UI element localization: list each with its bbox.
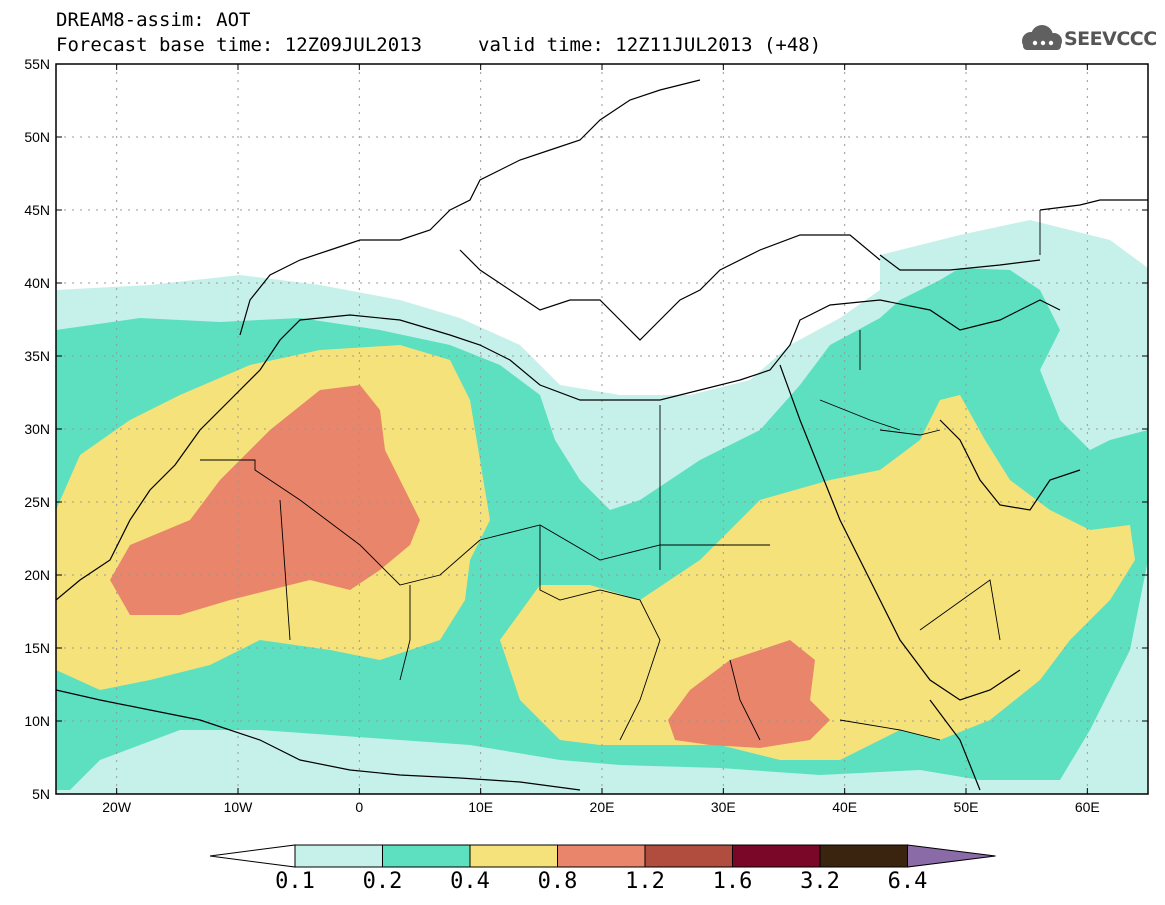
colorbar-segment: [382, 844, 471, 868]
lat-tick-label: 30N: [24, 421, 50, 437]
lat-tick-label: 55N: [24, 56, 50, 72]
colorbar-label: 0.1: [275, 869, 315, 894]
colorbar-label: 1.2: [625, 869, 665, 894]
lon-tick-label: 10W: [224, 799, 254, 815]
lon-tick-label: 20W: [102, 799, 132, 815]
lon-tick-label: 40E: [832, 799, 857, 815]
colorbar-label: 0.8: [537, 869, 578, 894]
colorbar-arrow-low: [209, 844, 296, 868]
lat-tick-label: 25N: [24, 494, 50, 510]
cloud-logo-icon: [1022, 25, 1062, 50]
logo-text: SEEVCCC: [1064, 28, 1157, 50]
lat-tick-label: 5N: [32, 786, 50, 802]
lat-tick-label: 35N: [24, 348, 50, 364]
lat-tick-label: 10N: [24, 713, 50, 729]
valid-time: valid time: 12Z11JUL2013 (+48): [478, 34, 822, 56]
lon-tick-label: 20E: [590, 799, 615, 815]
colorbar-segment: [294, 844, 383, 868]
colorbar-label: 0.2: [362, 869, 403, 894]
colorbar-segment: [644, 844, 733, 868]
colorbar-label: 0.4: [450, 869, 490, 894]
colorbar-segment: [557, 844, 646, 868]
lat-tick-label: 15N: [24, 640, 50, 656]
lat-tick-label: 50N: [24, 129, 50, 145]
colorbar: [209, 844, 996, 868]
colorbar-label: 1.6: [712, 869, 753, 894]
lat-tick-label: 20N: [24, 567, 50, 583]
colorbar-segment: [732, 844, 821, 868]
lon-tick-label: 0: [355, 799, 363, 815]
colorbar-arrow-high: [907, 844, 996, 868]
lon-tick-label: 60E: [1075, 799, 1100, 815]
forecast-base-time: Forecast base time: 12Z09JUL2013: [56, 34, 423, 56]
aot-contours: [56, 220, 1148, 794]
map-grid: [56, 64, 1148, 794]
lon-tick-label: 10E: [468, 799, 493, 815]
longitude-axis: 20W 10W 0 10E 20E 30E 40E 50E 60E: [102, 64, 1100, 815]
contour-0-8: [110, 385, 830, 748]
colorbar-segment: [819, 844, 908, 868]
coastlines: [56, 79, 1148, 791]
latitude-axis: 55N 50N 45N 40N 35N 30N 25N 20N 15N 10N 5N: [24, 56, 1148, 802]
colorbar-label: 3.2: [800, 869, 840, 894]
lon-tick-label: 30E: [711, 799, 736, 815]
map-title: DREAM8-assim: AOT: [56, 9, 251, 31]
colorbar-segment: [469, 844, 558, 868]
colorbar-label: 6.4: [887, 869, 928, 894]
lat-tick-label: 40N: [24, 275, 50, 291]
lon-tick-label: 50E: [954, 799, 979, 815]
lat-tick-label: 45N: [24, 202, 50, 218]
country-borders: [200, 210, 1041, 741]
